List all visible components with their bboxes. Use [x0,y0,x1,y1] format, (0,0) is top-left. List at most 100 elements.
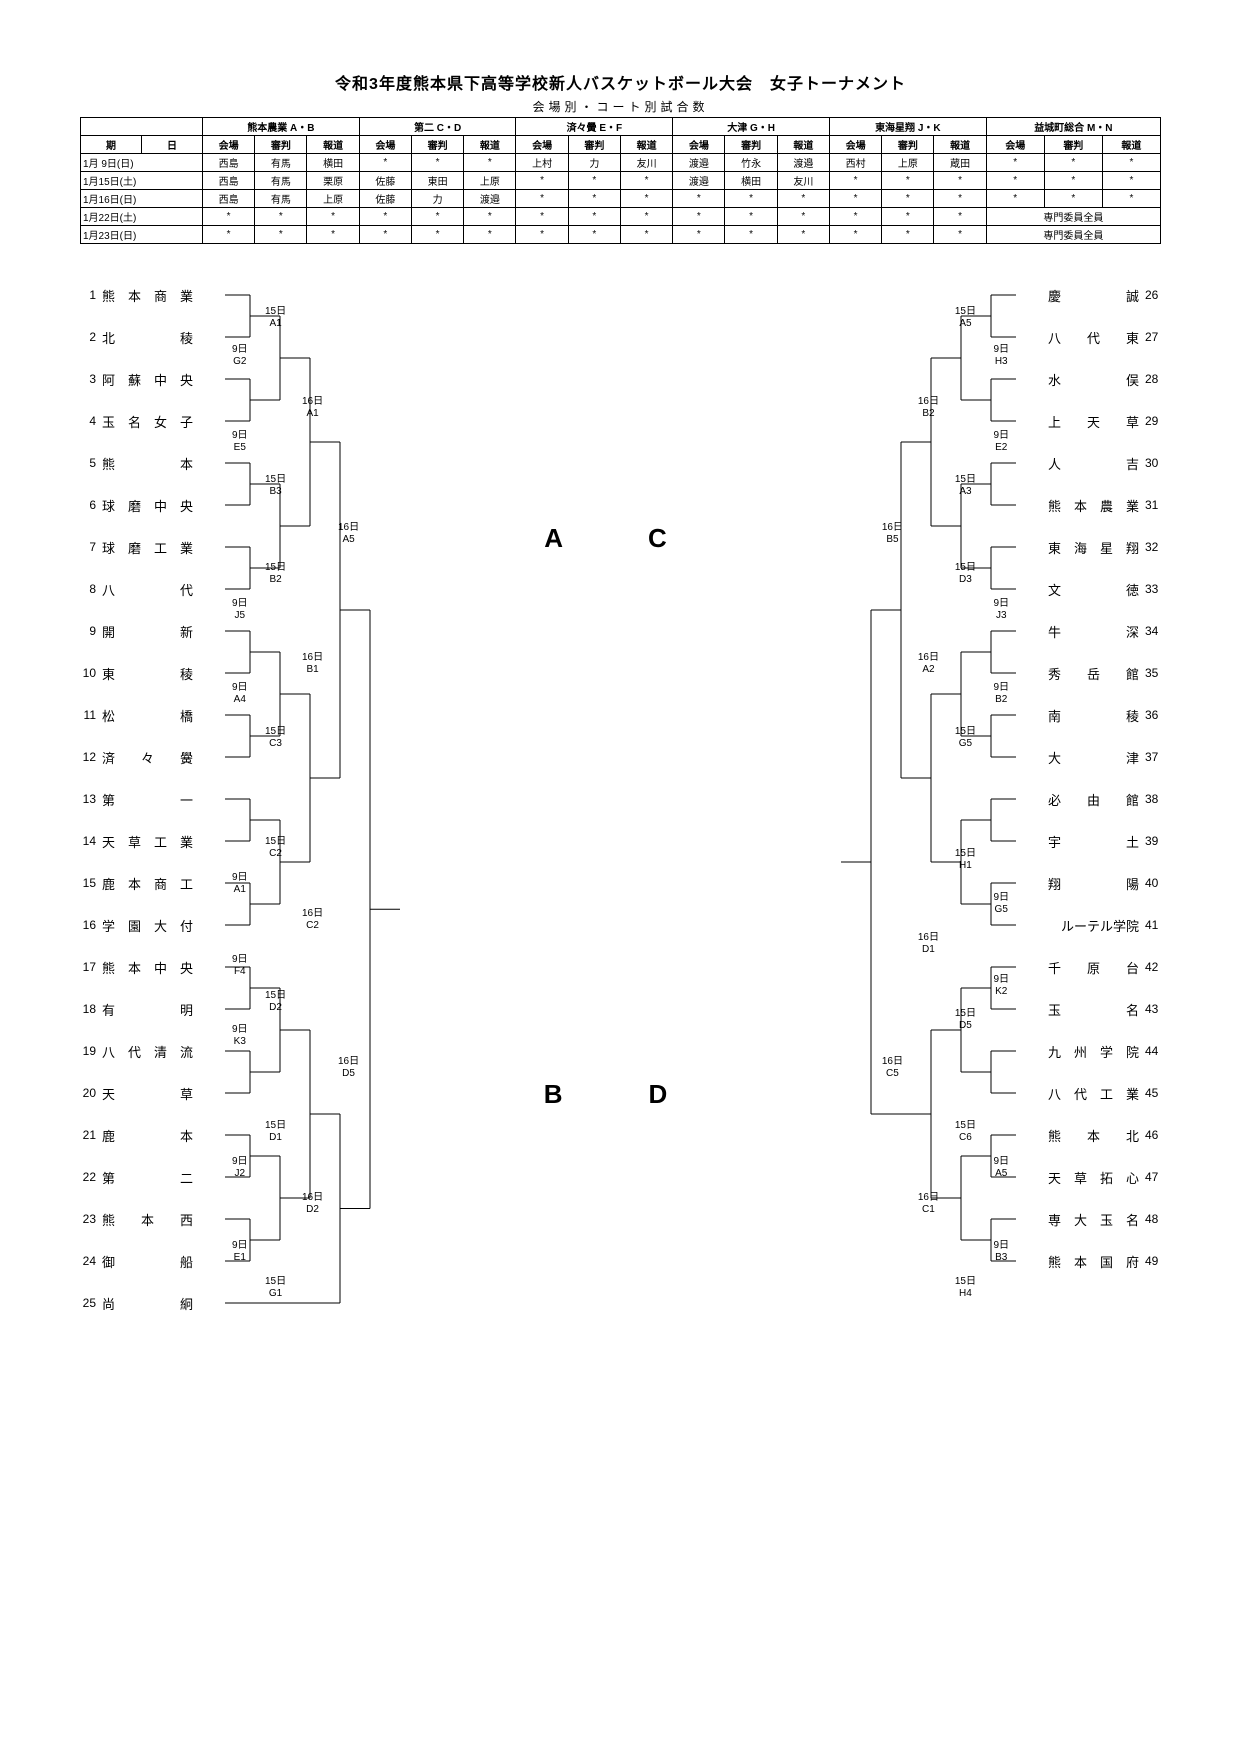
team-row: 40翔 陽 [641,862,1162,904]
match-label: 16日D1 [918,932,939,956]
match-label: 15日G5 [955,726,976,750]
team-number: 4 [80,414,102,428]
team-row: 5熊 本 [80,442,601,484]
venue-header: 東海星翔 J・K [829,118,986,136]
team-name: 熊 本 商 業 [102,286,193,305]
match-label: 15日A1 [265,306,286,330]
team-row: 9開 新 [80,610,601,652]
col-header: 日 [141,136,202,154]
team-name: 天 草 工 業 [102,832,193,851]
team-name: 球 磨 工 業 [102,538,193,557]
team-name: 上 天 草 [1048,412,1139,431]
team-row: 33文 徳 [641,568,1162,610]
subtitle: 会場別・コート別試合数 [80,98,1161,115]
left-bracket: 1熊 本 商 業2北 稜3阿 蘇 中 央4玉 名 女 子5熊 本6球 磨 中 央… [80,274,601,1324]
match-label: 16日D5 [338,1056,359,1080]
team-row: 46熊 本 北 [641,1114,1162,1156]
match-label: 9日H3 [993,344,1009,368]
team-row: 38必 由 館 [641,778,1162,820]
match-label: 15日D3 [955,562,976,586]
team-name: 天 草 拓 心 [1048,1168,1139,1187]
col-header: 報道 [620,136,672,154]
table-row: 1月22日(土)***************専門委員全員 [81,208,1161,226]
team-row: 39宇 土 [641,820,1162,862]
team-name: 熊 本 中 央 [102,958,193,977]
team-name: 八 代 [102,580,193,599]
team-number: 1 [80,288,102,302]
team-name: 鹿 本 商 工 [102,874,193,893]
bracket-container: 1熊 本 商 業2北 稜3阿 蘇 中 央4玉 名 女 子5熊 本6球 磨 中 央… [80,274,1161,1324]
team-name: 熊 本 西 [102,1210,193,1229]
team-row: 21鹿 本 [80,1114,601,1156]
match-label: 9日G5 [993,892,1009,916]
team-number: 36 [1139,708,1161,722]
team-number: 43 [1139,1002,1161,1016]
venue-header: 益城町総合 M・N [986,118,1160,136]
right-bracket: 26慶 誠27八 代 東28水 俣29上 天 草30人 吉31熊 本 農 業32… [641,274,1162,1324]
team-number: 40 [1139,876,1161,890]
team-number: 20 [80,1086,102,1100]
team-number: 6 [80,498,102,512]
col-header: 審判 [725,136,777,154]
center-group-label: B D [544,1074,698,1111]
col-header: 報道 [1102,136,1160,154]
team-row: 10東 稜 [80,652,601,694]
team-name: 南 稜 [1048,706,1139,725]
match-label: 9日A5 [993,1156,1009,1180]
team-row: 26慶 誠 [641,274,1162,316]
col-header: 報道 [464,136,516,154]
team-number: 2 [80,330,102,344]
team-name: 専 大 玉 名 [1048,1210,1139,1229]
team-name: 第 二 [102,1168,193,1187]
col-header: 審判 [882,136,934,154]
team-number: 21 [80,1128,102,1142]
team-number: 15 [80,876,102,890]
team-row: 16学 園 大 付 [80,904,601,946]
table-row: 1月15日(土)西島有馬栗原佐藤東田上原***渡邉横田友川****** [81,172,1161,190]
team-name: 熊 本 農 業 [1048,496,1139,515]
col-header: 審判 [1044,136,1102,154]
team-row: 49熊 本 国 府 [641,1240,1162,1282]
team-number: 48 [1139,1212,1161,1226]
col-header: 会場 [359,136,411,154]
team-number: 3 [80,372,102,386]
match-label: 16日A1 [302,396,323,420]
match-label: 16日A2 [918,652,939,676]
team-row: 8八 代 [80,568,601,610]
team-number: 23 [80,1212,102,1226]
match-label: 15日C6 [955,1120,976,1144]
match-label: 9日G2 [232,344,248,368]
team-number: 17 [80,960,102,974]
col-header: 会場 [673,136,725,154]
match-label: 9日K3 [232,1024,248,1048]
match-label: 9日B3 [993,1240,1009,1264]
match-label: 16日C2 [302,908,323,932]
team-row: 24御 船 [80,1240,601,1282]
team-name: 熊 本 北 [1048,1126,1139,1145]
team-number: 16 [80,918,102,932]
match-label: 15日H4 [955,1276,976,1300]
col-header: 報道 [934,136,986,154]
col-header: 審判 [255,136,307,154]
team-name: 熊 本 国 府 [1048,1252,1139,1271]
team-row: 1熊 本 商 業 [80,274,601,316]
team-name: 宇 土 [1048,832,1139,851]
match-label: 9日F4 [232,954,248,978]
team-name: 済 々 黌 [102,748,193,767]
match-label: 9日B2 [993,682,1009,706]
team-number: 33 [1139,582,1161,596]
venue-header: 第二 C・D [359,118,516,136]
match-label: 15日C2 [265,836,286,860]
team-name: 玉 名 [1048,1000,1139,1019]
col-header: 会場 [202,136,254,154]
team-row: 2北 稜 [80,316,601,358]
team-row: 22第 二 [80,1156,601,1198]
team-row: 4玉 名 女 子 [80,400,601,442]
team-row: 6球 磨 中 央 [80,484,601,526]
col-header: 会場 [829,136,881,154]
col-header: 報道 [777,136,829,154]
team-number: 24 [80,1254,102,1268]
match-label: 16日A5 [338,522,359,546]
team-name: 球 磨 中 央 [102,496,193,515]
team-name: 牛 深 [1048,622,1139,641]
